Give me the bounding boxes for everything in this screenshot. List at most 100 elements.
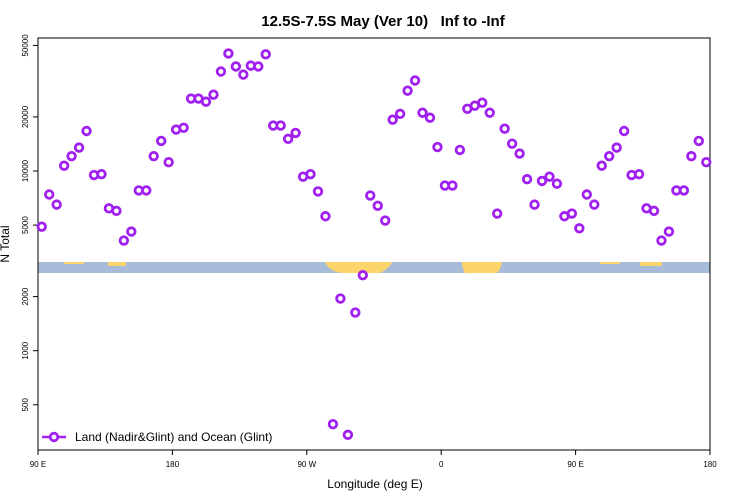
legend-marker: [48, 431, 60, 443]
data-point: [424, 112, 436, 123]
data-point: [387, 114, 398, 125]
land-area: [325, 262, 392, 273]
data-point: [454, 144, 466, 156]
data-point: [618, 125, 630, 137]
data-point: [96, 168, 107, 180]
land-area: [64, 262, 84, 264]
data-point: [275, 120, 286, 131]
data-point: [260, 49, 271, 60]
chart-title: 12.5S-7.5S May (Ver 10) Inf to -Inf: [261, 13, 505, 30]
data-point: [529, 199, 540, 210]
x-tick-label: 0: [439, 460, 444, 469]
x-tick-label: 90 E: [567, 460, 583, 469]
data-point: [66, 150, 77, 162]
data-point: [678, 185, 690, 196]
data-point: [44, 189, 55, 200]
map-strip: [38, 262, 710, 273]
data-point: [656, 235, 667, 246]
y-axis-label: N Total: [0, 225, 12, 262]
data-point: [484, 107, 495, 118]
legend-label: Land (Nadir&Glint) and Ocean (Glint): [75, 430, 272, 444]
data-point: [604, 150, 615, 162]
data-point: [402, 85, 413, 96]
data-point: [492, 208, 503, 219]
data-point: [372, 200, 383, 212]
y-tick-label: 1000: [21, 341, 30, 359]
data-point: [253, 61, 264, 72]
data-point: [312, 186, 324, 197]
data-point: [663, 226, 675, 237]
data-point: [596, 160, 607, 171]
data-point: [477, 97, 488, 108]
y-tick-label: 500: [21, 398, 30, 412]
data-point: [499, 123, 510, 134]
data-point: [155, 135, 167, 147]
data-point: [357, 270, 368, 281]
x-tick-label: 180: [166, 460, 180, 469]
data-point: [506, 138, 518, 149]
data-point: [141, 185, 152, 196]
data-point: [51, 199, 62, 210]
data-point: [686, 150, 697, 162]
x-tick-label: 90 W: [297, 460, 316, 469]
data-point: [566, 208, 578, 219]
data-point: [432, 141, 443, 153]
plot-frame: [37, 37, 711, 451]
data-point: [521, 174, 533, 185]
data-point: [551, 178, 563, 189]
data-point: [342, 429, 354, 441]
data-point: [589, 199, 600, 210]
y-tick-label: 2000: [21, 287, 30, 305]
y-tick-label: 20000: [21, 105, 30, 128]
y-tick-label: 10000: [21, 159, 30, 182]
data-point: [200, 96, 212, 107]
x-tick-label: 180: [703, 460, 717, 469]
data-point: [282, 133, 294, 145]
data-point: [238, 69, 249, 80]
data-point: [335, 293, 346, 304]
data-point: [701, 156, 712, 168]
data-point: [365, 190, 376, 201]
land-area: [600, 262, 620, 264]
data-point: [417, 107, 428, 118]
data-point: [230, 61, 242, 72]
data-point: [574, 223, 585, 234]
data-point: [215, 66, 227, 77]
data-point: [81, 125, 92, 137]
data-point: [178, 122, 189, 133]
data-point: [223, 48, 234, 59]
data-point: [633, 168, 645, 180]
data-point: [536, 175, 548, 187]
data-point: [163, 156, 174, 168]
land-area: [462, 262, 502, 273]
land-area: [108, 262, 126, 266]
land-area: [640, 262, 662, 266]
data-point: [648, 205, 660, 217]
data-point: [447, 180, 458, 191]
data-point: [409, 75, 421, 86]
data-point: [73, 142, 85, 153]
data-point: [380, 215, 391, 226]
data-point: [126, 226, 137, 237]
data-point: [350, 307, 361, 318]
data-point: [611, 142, 622, 153]
y-tick-label: 50000: [21, 34, 30, 57]
data-point: [320, 211, 331, 222]
data-point: [111, 205, 122, 217]
data-point: [514, 148, 525, 159]
data-point: [36, 221, 47, 232]
x-axis-label: Longitude (deg E): [327, 477, 422, 491]
data-point: [58, 160, 70, 171]
data-point: [305, 168, 316, 180]
data-point: [290, 127, 301, 139]
data-point: [693, 135, 704, 147]
data-point: [581, 189, 592, 200]
data-point: [327, 418, 339, 430]
x-tick-label: 90 E: [30, 460, 46, 469]
data-point: [394, 108, 406, 120]
data-point: [148, 150, 159, 162]
data-point: [544, 171, 555, 182]
y-tick-label: 5000: [21, 216, 30, 234]
data-point: [208, 89, 219, 100]
